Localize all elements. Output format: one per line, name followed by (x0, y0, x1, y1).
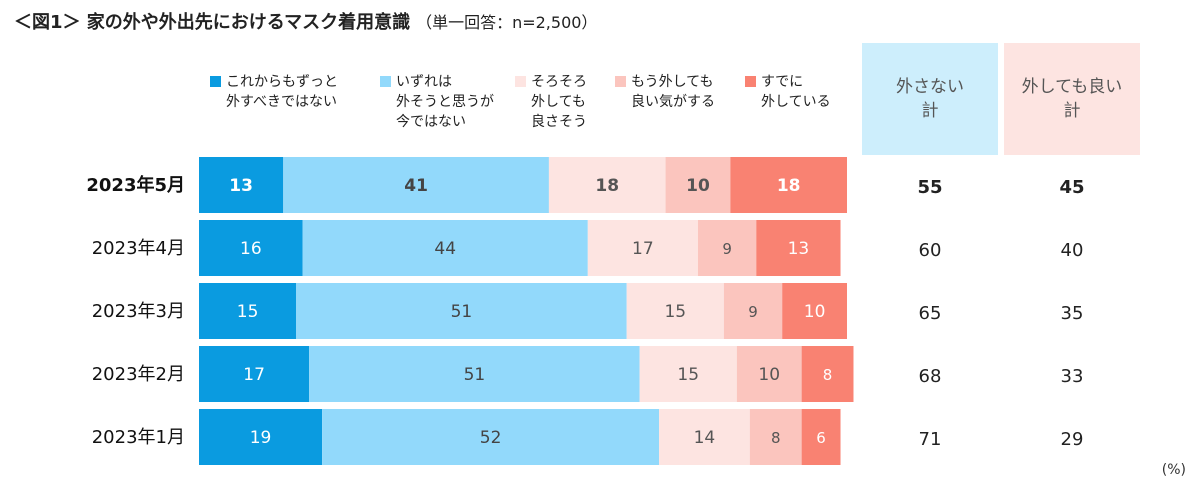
bar-segment (782, 283, 847, 339)
bar-value-label: 41 (404, 176, 428, 196)
bar-value-label: 15 (237, 302, 259, 322)
bar-value-label: 16 (240, 239, 262, 259)
summary-value: 45 (1059, 177, 1084, 198)
bar-segment (199, 220, 303, 276)
category-label: 2023年3月 (92, 301, 185, 322)
bar-segment (756, 220, 841, 276)
bar-value-label: 13 (229, 176, 253, 196)
bar-segment (697, 220, 757, 276)
title-text: ＜図1＞ 家の外や外出先におけるマスク着用意識 (14, 12, 411, 33)
category-label: 2023年5月 (86, 174, 185, 196)
legend-label-4: すでに 外している (761, 74, 831, 110)
unit-label: (%) (1161, 462, 1186, 478)
legend: これからもずっと 外すべきではない いずれは 外そうと思うが 今ではない そろそろ … (210, 72, 850, 142)
legend-swatch-2 (515, 76, 526, 87)
bar-value-label: 17 (632, 239, 654, 259)
legend-label-1: いずれは 外そうと思うが 今ではない (396, 74, 494, 130)
bar-segment (302, 220, 588, 276)
summary-value: 33 (1061, 366, 1084, 387)
bar-value-label: 8 (823, 366, 833, 384)
legend-swatch-3 (615, 76, 626, 87)
bar-value-label: 44 (434, 239, 456, 259)
legend-label-2: そろそろ 外しても 良さそう (531, 74, 587, 130)
legend-item-0: これからもずっと 外すべきではない (210, 72, 338, 112)
bar-value-label: 51 (451, 302, 473, 322)
legend-label-0: これからもずっと 外すべきではない (226, 74, 338, 110)
bar-segment (801, 346, 854, 402)
bar-value-label: 17 (243, 365, 265, 385)
summary-value: 29 (1061, 429, 1084, 450)
bar-value-label: 13 (788, 239, 810, 259)
summary-value: 40 (1061, 240, 1084, 261)
bar-segment (199, 157, 284, 213)
bar-value-label: 10 (758, 365, 780, 385)
category-label: 2023年4月 (92, 238, 185, 259)
bar-segment (199, 346, 310, 402)
summary-header-not-remove: 外さない 計 (862, 43, 998, 155)
bar-segment (322, 409, 660, 465)
legend-swatch-1 (380, 76, 391, 87)
bar-segment (801, 409, 841, 465)
bar-segment (639, 346, 737, 402)
legend-item-2: そろそろ 外しても 良さそう (515, 72, 587, 132)
legend-swatch-0 (210, 76, 221, 87)
bar-value-label: 6 (816, 429, 826, 447)
bar-value-label: 8 (771, 429, 781, 447)
bar-segment (723, 283, 783, 339)
bar-value-label: 52 (480, 428, 502, 448)
legend-label-3: もう外しても 良い気がする (631, 74, 715, 110)
category-label: 2023年1月 (92, 427, 185, 448)
legend-item-1: いずれは 外そうと思うが 今ではない (380, 72, 494, 132)
summary-value: 71 (919, 429, 942, 450)
summary-value: 60 (919, 240, 942, 261)
bar-segment (659, 409, 750, 465)
bar-segment (283, 157, 549, 213)
bar-value-label: 18 (777, 176, 801, 196)
bar-segment (199, 283, 297, 339)
chart-title: ＜図1＞ 家の外や外出先におけるマスク着用意識 （単一回答：n=2,500） (14, 8, 597, 34)
bar-segment (665, 157, 731, 213)
bar-value-label: 15 (664, 302, 686, 322)
bar-segment (736, 346, 802, 402)
bar-value-label: 19 (250, 428, 272, 448)
category-label: 2023年2月 (92, 364, 185, 385)
bar-value-label: 9 (748, 303, 758, 321)
bar-value-label: 10 (804, 302, 826, 322)
bar-segment (309, 346, 640, 402)
summary-value: 68 (919, 366, 942, 387)
subtitle-text: （単一回答：n=2,500） (416, 13, 598, 32)
summary-header-ok-remove: 外しても良い 計 (1004, 43, 1140, 155)
bar-value-label: 18 (595, 176, 619, 196)
bar-segment (626, 283, 724, 339)
bar-value-label: 9 (722, 240, 732, 258)
bar-segment (548, 157, 666, 213)
bar-segment (199, 409, 323, 465)
summary-value: 55 (917, 177, 942, 198)
summary-value: 35 (1061, 303, 1084, 324)
bar-value-label: 10 (686, 176, 710, 196)
bar-segment (296, 283, 627, 339)
legend-swatch-4 (745, 76, 756, 87)
summary-value: 65 (919, 303, 942, 324)
legend-item-3: もう外しても 良い気がする (615, 72, 715, 112)
bar-segment (730, 157, 847, 213)
bar-value-label: 51 (464, 365, 486, 385)
bar-value-label: 14 (694, 428, 716, 448)
bar-segment (587, 220, 698, 276)
bar-segment (749, 409, 802, 465)
bar-value-label: 15 (677, 365, 699, 385)
legend-item-4: すでに 外している (745, 72, 831, 112)
